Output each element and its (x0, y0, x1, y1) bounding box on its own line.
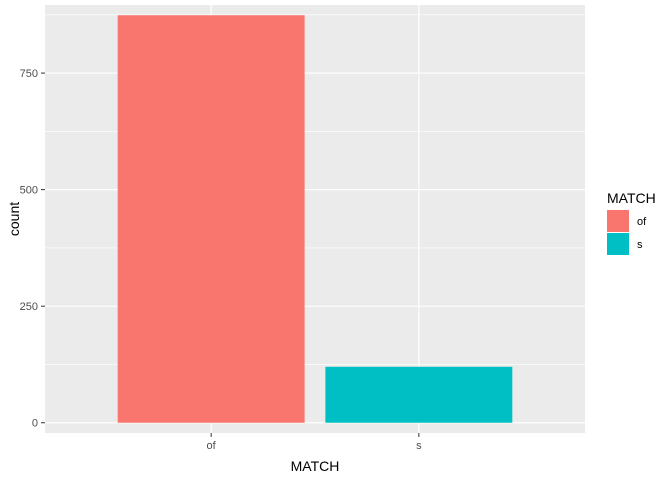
legend-swatch-of (607, 210, 629, 232)
y-tick-label: 250 (20, 301, 38, 313)
y-axis: 0 250 500 750 (20, 68, 45, 430)
bar-s (325, 366, 513, 423)
bar-of (117, 15, 305, 423)
legend-title: MATCH (607, 190, 656, 206)
legend-label-s: s (637, 239, 643, 251)
y-tick-label: 500 (20, 185, 38, 197)
legend-label-of: of (637, 216, 647, 228)
y-tick-label: 750 (20, 68, 38, 80)
bars (117, 15, 513, 423)
y-tick-label: 0 (32, 418, 38, 430)
legend: MATCH of s (607, 190, 656, 255)
legend-swatch-s (607, 233, 629, 255)
x-tick-label: of (207, 440, 217, 452)
y-axis-title: count (6, 202, 22, 236)
x-axis: of s (207, 433, 422, 452)
x-axis-title: MATCH (291, 458, 340, 474)
x-tick-label: s (416, 440, 422, 452)
